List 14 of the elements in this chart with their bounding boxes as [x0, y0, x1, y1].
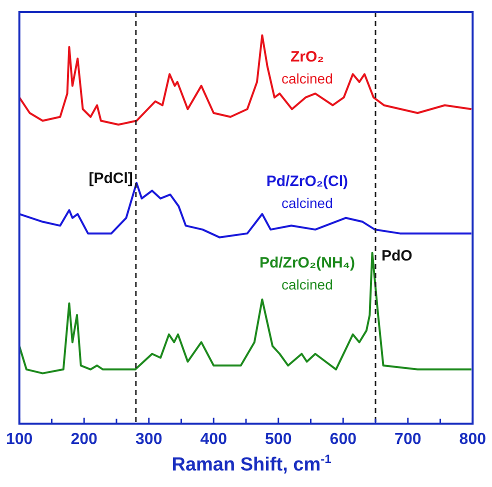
x-tick-label: 200 — [70, 430, 98, 448]
series-label: Pd/ZrO₂(NH₄) calcined — [259, 254, 355, 292]
x-tick-label: 100 — [6, 430, 33, 448]
annotation: PdO — [382, 248, 413, 265]
series-label: ZrO₂ calcined — [282, 48, 333, 87]
x-tick-label: 700 — [394, 430, 422, 448]
series-label: Pd/ZrO₂(Cl) calcined — [266, 172, 348, 211]
x-axis-title: Raman Shift, cm$^{-1}$ — [170, 452, 332, 476]
x-tick-label: 300 — [136, 430, 162, 448]
x-tick-label: 400 — [200, 430, 228, 448]
x-tick-label: 800 — [459, 430, 486, 448]
x-tick-label: 500 — [265, 430, 292, 448]
annotation: [PdCl] — [88, 170, 133, 187]
x-tick-label: 600 — [330, 430, 357, 448]
